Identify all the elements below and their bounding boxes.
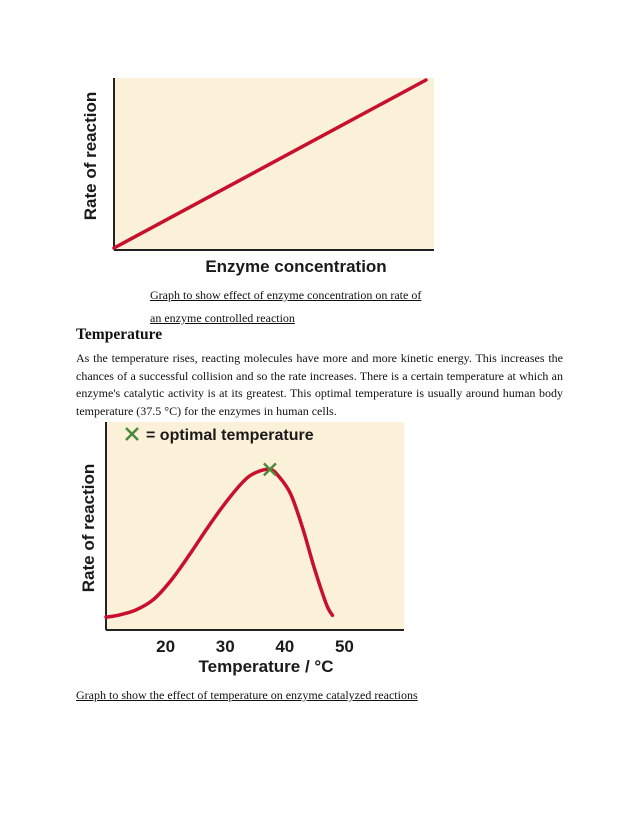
chart2-x-tick-label: 30 xyxy=(216,637,235,656)
figure2-caption: Graph to show the effect of temperature … xyxy=(76,688,418,702)
enzyme-concentration-chart: Enzyme concentration Rate of reaction xyxy=(81,78,434,276)
figure1-caption-line1: Graph to show effect of enzyme concentra… xyxy=(150,288,422,302)
chart2-x-ticks: 20 30 40 50 xyxy=(156,637,354,656)
figure1-caption-line2: an enzyme controlled reaction xyxy=(150,311,295,325)
chart2-x-tick-label: 50 xyxy=(335,637,354,656)
figure1-caption: Graph to show effect of enzyme concentra… xyxy=(150,284,421,330)
chart1-y-axis-label: Rate of reaction xyxy=(81,92,100,220)
temperature-chart: = optimal temperature 20 30 40 50 Temperatu… xyxy=(79,422,404,676)
optimum-legend-marker-icon xyxy=(125,427,139,441)
chart2-legend: = optimal temperature xyxy=(125,427,314,444)
chart2-y-axis-label: Rate of reaction xyxy=(79,464,98,592)
chart1-x-axis-label: Enzyme concentration xyxy=(205,257,386,276)
optimum-marker xyxy=(263,462,277,477)
chart2-series-line xyxy=(104,467,335,619)
chart1-plot-area xyxy=(114,78,434,250)
chart2-x-tick-label: 40 xyxy=(275,637,294,656)
section-heading: Temperature xyxy=(76,326,163,343)
chart2-legend-text: = optimal temperature xyxy=(146,427,314,444)
section-paragraph: As the temperature rises, reacting molec… xyxy=(76,351,563,418)
chart2-plot-area xyxy=(106,422,404,630)
chart2-x-axis-label: Temperature / °C xyxy=(199,657,334,676)
optimum-marker-stroke xyxy=(263,462,277,477)
chart1-series-line xyxy=(112,78,428,250)
chart2-x-tick-label: 20 xyxy=(156,637,175,656)
